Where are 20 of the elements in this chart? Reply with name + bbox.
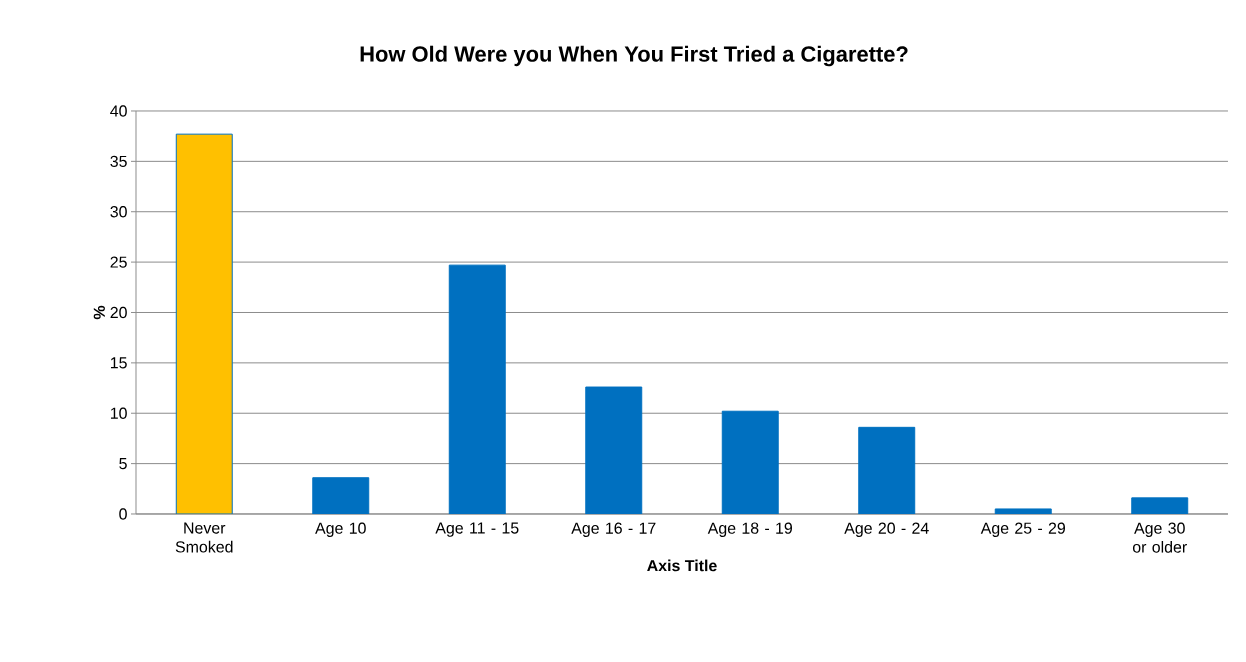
x-tick-label: Age 30 or older <box>1132 522 1187 553</box>
x-tick-label: Age 20 - 24 <box>844 522 929 537</box>
x-tick-label: Age 11 - 15 <box>435 522 519 537</box>
y-tick-label: 40 <box>110 105 127 117</box>
y-tick-label: 15 <box>110 357 127 369</box>
x-tick-label: Age 25 - 29 <box>980 522 1065 537</box>
y-tick-label: 10 <box>110 407 127 419</box>
y-tick-label: 0 <box>119 508 127 520</box>
x-axis-title: Axis Title <box>647 559 717 572</box>
x-tick-label: Age 18 - 19 <box>707 522 792 537</box>
y-tick-label: 5 <box>119 458 127 470</box>
chart-title: How Old Were you When You First Tried a Cigarette? <box>360 45 908 67</box>
y-axis-title: % <box>93 305 105 320</box>
y-tick-label: 20 <box>110 306 127 319</box>
y-tick-label: 35 <box>110 155 127 167</box>
y-tick-label: 30 <box>110 206 127 218</box>
x-tick-label: Age 10 <box>315 522 366 537</box>
y-tick-label: 25 <box>110 256 127 268</box>
x-tick-label: Never Smoked <box>175 522 233 553</box>
x-tick-label: Age 16 - 17 <box>571 522 656 537</box>
